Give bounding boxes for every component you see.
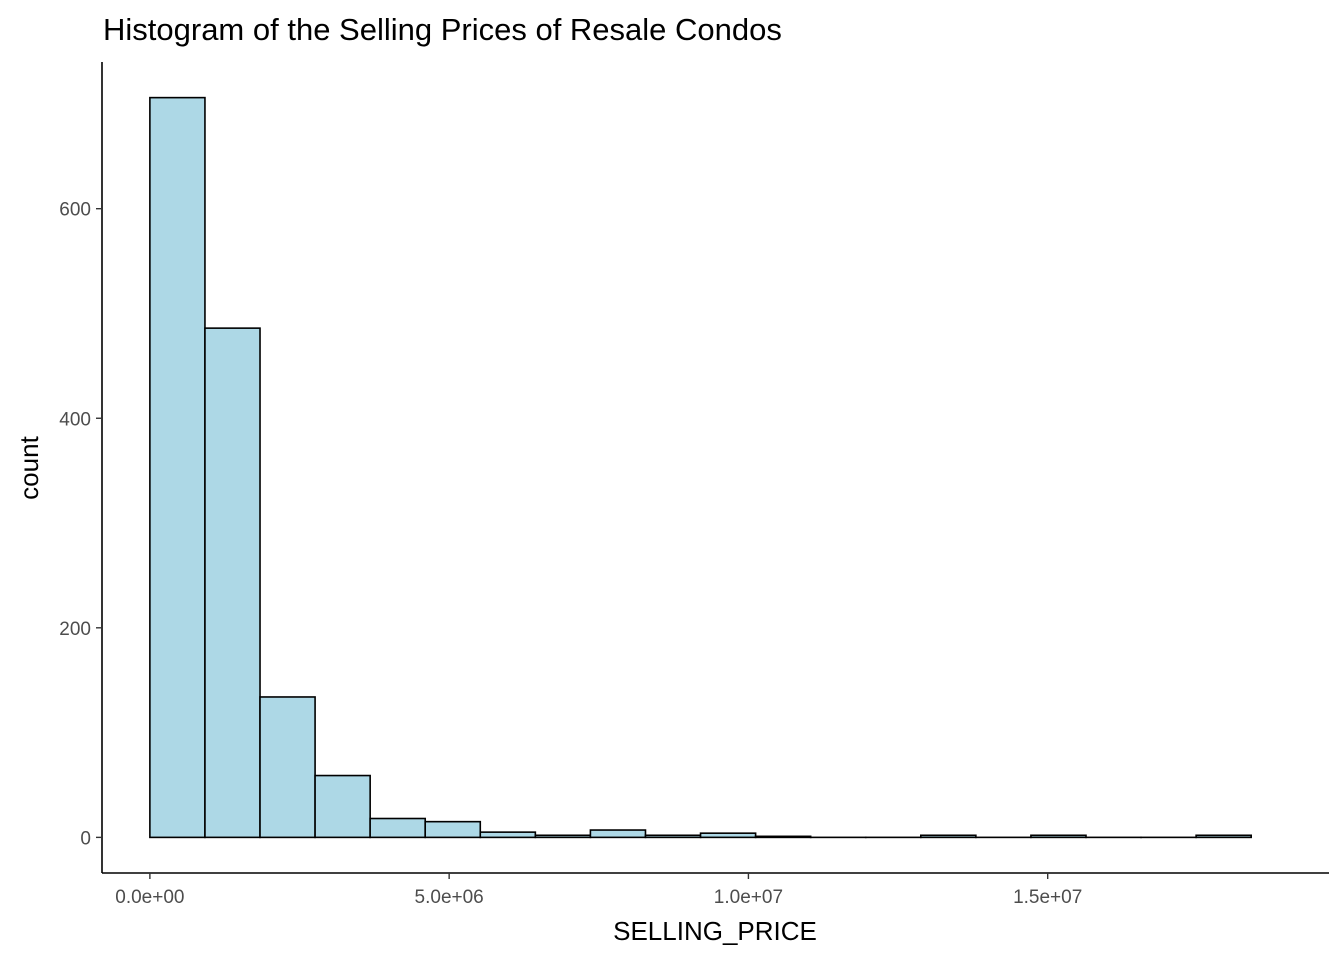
y-tick-label-3: 400 [59,409,91,430]
y-tick-label-4: 600 [59,200,91,221]
histogram-bar-6 [424,820,482,839]
histogram-bar-1 [149,96,206,839]
x-tick-label-3: 1.0e+07 [714,887,783,908]
histogram-bar-11 [699,832,757,839]
histogram-bar-3 [259,696,316,839]
histogram-bar-9 [589,829,647,839]
histogram-bar-7 [479,831,537,839]
x-axis-title: SELLING_PRICE [613,916,817,946]
x-axis-ticks: 0.0e+00 5.0e+06 1.0e+07 1.5e+07 [115,873,1082,908]
histogram-bar-12 [754,835,812,839]
x-tick-label-4: 1.5e+07 [1013,887,1082,908]
histogram-bar-8 [534,834,592,839]
histogram-bar-20 [1195,834,1252,839]
histogram-bar-4 [314,774,371,839]
y-tick-label-2: 200 [59,619,91,640]
chart-title: Histogram of the Selling Prices of Resal… [103,12,782,47]
x-tick-label-1: 0.0e+00 [115,887,184,908]
histogram-bar-5 [369,817,427,839]
histogram-bar-17 [1030,834,1087,839]
x-tick-label-2: 5.0e+06 [415,887,484,908]
bars-group [149,96,1252,839]
y-axis-ticks: 0 200 400 600 [59,200,102,849]
histogram-bar-2 [204,327,261,839]
histogram-bar-10 [644,834,702,839]
y-axis-title: count [14,435,44,499]
y-tick-label-1: 0 [80,828,91,849]
histogram-bar-15 [919,834,977,839]
